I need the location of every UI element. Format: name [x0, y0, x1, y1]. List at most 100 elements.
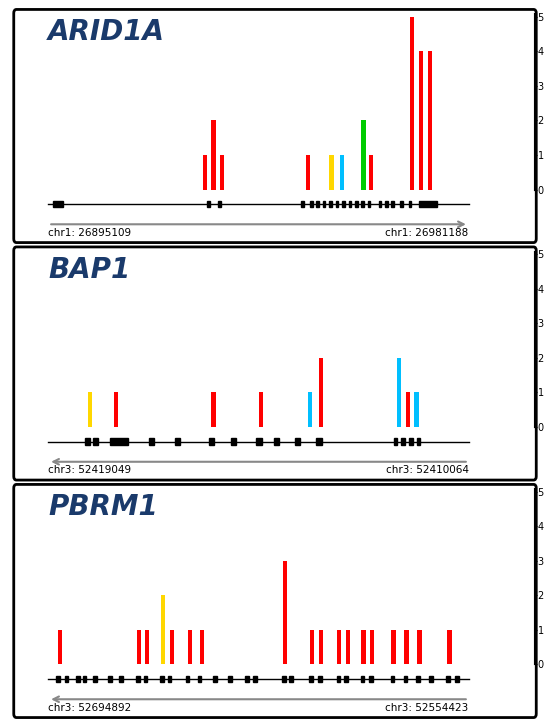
Bar — [82, 676, 86, 682]
Bar — [258, 393, 263, 427]
Bar — [361, 121, 366, 190]
Text: PBRM1: PBRM1 — [48, 494, 158, 521]
Bar — [406, 393, 410, 427]
Bar — [329, 201, 332, 207]
Bar — [355, 201, 358, 207]
Bar — [111, 438, 128, 445]
Text: chr3: 52554423: chr3: 52554423 — [386, 703, 469, 713]
Bar — [308, 393, 312, 427]
Bar — [447, 630, 452, 664]
Bar — [310, 630, 314, 664]
Bar — [404, 676, 408, 682]
Bar — [220, 155, 224, 190]
Bar — [58, 630, 63, 664]
Bar — [419, 51, 423, 190]
Bar — [378, 201, 381, 207]
Bar — [94, 438, 98, 445]
Bar — [218, 201, 221, 207]
Text: chr1: 26895109: chr1: 26895109 — [48, 228, 131, 238]
Bar — [428, 51, 432, 190]
Bar — [337, 630, 342, 664]
Bar — [397, 358, 401, 427]
Bar — [94, 676, 97, 682]
Bar — [344, 676, 348, 682]
Bar — [200, 630, 204, 664]
Bar — [337, 676, 340, 682]
Bar — [370, 630, 375, 664]
Bar — [256, 438, 261, 445]
Bar — [392, 201, 394, 207]
Bar — [345, 630, 350, 664]
Bar — [368, 155, 373, 190]
Bar — [318, 358, 323, 427]
Bar — [228, 676, 232, 682]
Bar — [282, 676, 286, 682]
Bar — [409, 201, 411, 207]
Bar — [211, 393, 216, 427]
Bar — [211, 121, 216, 190]
Bar — [316, 201, 319, 207]
Bar — [213, 676, 217, 682]
Bar — [414, 393, 419, 427]
Bar — [369, 676, 373, 682]
Bar — [394, 438, 397, 445]
Bar — [306, 155, 310, 190]
Bar — [64, 676, 68, 682]
Bar — [114, 393, 118, 427]
Bar — [149, 438, 154, 445]
Bar — [85, 438, 90, 445]
Text: chr3: 52694892: chr3: 52694892 — [48, 703, 131, 713]
Bar — [400, 201, 403, 207]
Bar — [207, 201, 211, 207]
Bar — [301, 201, 304, 207]
Text: chr3: 52410064: chr3: 52410064 — [386, 465, 469, 475]
Bar — [409, 438, 412, 445]
Text: chr1: 26981188: chr1: 26981188 — [386, 228, 469, 238]
Bar — [295, 438, 300, 445]
Bar — [368, 201, 371, 207]
Bar — [289, 676, 293, 682]
Bar — [402, 438, 405, 445]
Bar — [340, 155, 344, 190]
Bar — [185, 676, 189, 682]
Bar — [323, 201, 326, 207]
Bar — [404, 630, 409, 664]
Bar — [108, 676, 112, 682]
Bar — [416, 676, 420, 682]
Bar — [419, 201, 437, 207]
Bar — [310, 201, 312, 207]
Bar — [390, 676, 394, 682]
Bar — [119, 676, 123, 682]
Bar — [429, 676, 433, 682]
Text: chr3: 52419049: chr3: 52419049 — [48, 465, 131, 475]
Bar — [209, 438, 214, 445]
Bar — [76, 676, 80, 682]
Text: ARID1A: ARID1A — [48, 18, 166, 47]
Bar — [410, 17, 414, 190]
Bar — [318, 676, 322, 682]
Bar — [203, 155, 207, 190]
Bar — [197, 676, 201, 682]
Bar — [283, 561, 287, 664]
Bar — [417, 630, 421, 664]
Bar — [168, 676, 172, 682]
Bar — [161, 595, 166, 664]
Bar — [160, 676, 164, 682]
Bar — [175, 438, 180, 445]
Bar — [137, 630, 141, 664]
Bar — [329, 155, 333, 190]
Bar — [318, 630, 323, 664]
Bar — [145, 630, 149, 664]
Bar — [53, 201, 63, 207]
Bar — [342, 201, 345, 207]
Bar — [170, 630, 174, 664]
Bar — [336, 201, 338, 207]
Bar — [447, 676, 450, 682]
Bar — [56, 676, 60, 682]
Bar — [188, 630, 192, 664]
Bar — [88, 393, 92, 427]
Bar — [144, 676, 147, 682]
Bar — [392, 630, 396, 664]
Bar — [455, 676, 459, 682]
Bar — [316, 438, 322, 445]
